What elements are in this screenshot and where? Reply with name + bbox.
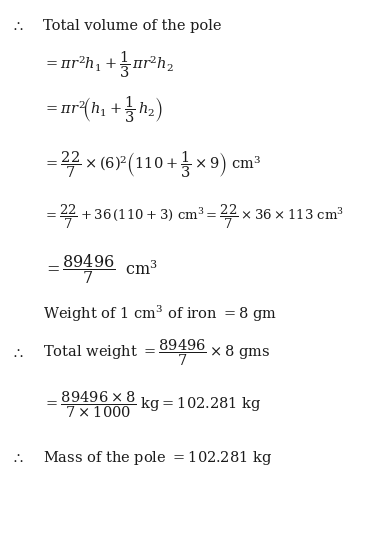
Text: Mass of the pole $= 102.281$ kg: Mass of the pole $= 102.281$ kg	[43, 449, 273, 466]
Text: $\therefore$: $\therefore$	[11, 450, 24, 465]
Text: Total weight $= \dfrac{89496}{7} \times 8$ gms: Total weight $= \dfrac{89496}{7} \times …	[43, 338, 271, 368]
Text: $= \dfrac{22}{7} \times (6)^2\left(110 + \dfrac{1}{3} \times 9\right)\ \mathrm{c: $= \dfrac{22}{7} \times (6)^2\left(110 +…	[43, 150, 262, 180]
Text: $= \dfrac{89496}{7}\ \ \mathrm{cm}^3$: $= \dfrac{89496}{7}\ \ \mathrm{cm}^3$	[43, 252, 158, 287]
Text: $= \dfrac{22}{7}+ 36\,(110+3)\ \mathrm{cm}^3 =\dfrac{22}{7}\times 36\times 113\ : $= \dfrac{22}{7}+ 36\,(110+3)\ \mathrm{c…	[43, 203, 344, 232]
Text: $= \pi r^2h_1 + \dfrac{1}{3}\,\pi r^2h_2$: $= \pi r^2h_1 + \dfrac{1}{3}\,\pi r^2h_2…	[43, 50, 174, 80]
Text: Weight of $1\ \mathrm{cm}^3$ of iron $= 8$ gm: Weight of $1\ \mathrm{cm}^3$ of iron $= …	[43, 304, 277, 323]
Text: $= \pi r^2\!\left(h_1 + \dfrac{1}{3}\,h_2\right)$: $= \pi r^2\!\left(h_1 + \dfrac{1}{3}\,h_…	[43, 95, 163, 125]
Text: $\therefore$: $\therefore$	[11, 19, 24, 34]
Text: Total volume of the pole: Total volume of the pole	[43, 19, 222, 34]
Text: $= \dfrac{89496\times 8}{7\times 1000}\ \mathrm{kg} = 102.281\ \mathrm{kg}$: $= \dfrac{89496\times 8}{7\times 1000}\ …	[43, 389, 262, 420]
Text: $\therefore$: $\therefore$	[11, 346, 24, 360]
